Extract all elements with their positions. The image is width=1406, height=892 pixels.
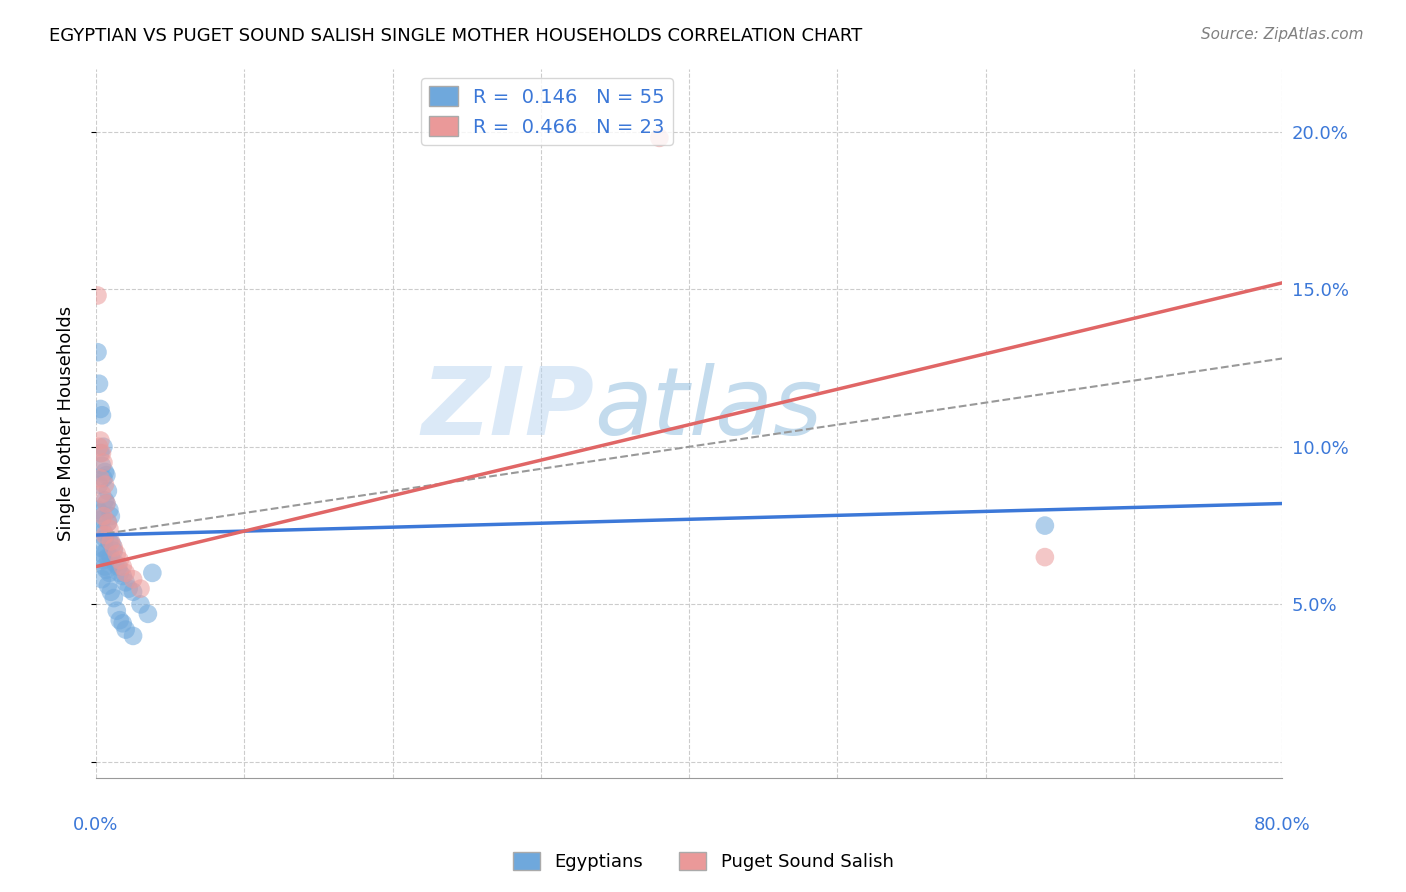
Point [93, 456, 115, 470]
Point [93, 524, 115, 539]
Point [108, 553, 131, 567]
Point [96, 468, 118, 483]
Text: 0.0%: 0.0% [73, 815, 118, 834]
Point [97, 550, 120, 565]
Point [91, 547, 114, 561]
Point [89, 446, 111, 460]
Point [111, 559, 134, 574]
Point [94, 528, 117, 542]
Point [100, 550, 122, 565]
Point [136, 607, 159, 621]
Point [87, 440, 110, 454]
Point [103, 591, 125, 606]
Point [100, 534, 122, 549]
Point [98, 522, 121, 536]
Point [97, 578, 120, 592]
Point [96, 563, 118, 577]
Point [97, 516, 120, 530]
Point [117, 582, 139, 596]
Point [94, 465, 117, 479]
Text: 80.0%: 80.0% [1254, 815, 1310, 834]
Point [93, 471, 115, 485]
Point [94, 531, 117, 545]
Point [114, 623, 136, 637]
Legend: R =  0.146   N = 55, R =  0.466   N = 23: R = 0.146 N = 55, R = 0.466 N = 23 [420, 78, 672, 145]
Text: Source: ZipAtlas.com: Source: ZipAtlas.com [1201, 27, 1364, 42]
Point [98, 534, 121, 549]
Point [122, 584, 145, 599]
Text: ZIP: ZIP [422, 363, 595, 455]
Point [93, 553, 115, 567]
Point [91, 409, 114, 423]
Point [94, 559, 117, 574]
Point [98, 566, 121, 580]
Point [648, 131, 671, 145]
Point [91, 512, 114, 526]
Point [101, 537, 124, 551]
Point [108, 613, 131, 627]
Point [141, 566, 163, 580]
Point [86, 288, 108, 302]
Point [89, 471, 111, 485]
Point [122, 572, 145, 586]
Point [114, 566, 136, 580]
Point [114, 575, 136, 590]
Point [129, 598, 152, 612]
Point [104, 557, 127, 571]
Point [93, 509, 115, 524]
Point [91, 458, 114, 473]
Point [91, 487, 114, 501]
Point [108, 566, 131, 580]
Point [93, 440, 115, 454]
Point [91, 572, 114, 586]
Point [103, 541, 125, 555]
Text: EGYPTIAN VS PUGET SOUND SALISH SINGLE MOTHER HOUSEHOLDS CORRELATION CHART: EGYPTIAN VS PUGET SOUND SALISH SINGLE MO… [49, 27, 862, 45]
Point [91, 446, 114, 460]
Point [97, 516, 120, 530]
Point [87, 522, 110, 536]
Point [105, 547, 128, 561]
Point [86, 345, 108, 359]
Point [89, 541, 111, 555]
Point [111, 569, 134, 583]
Point [105, 604, 128, 618]
Point [89, 506, 111, 520]
Point [1033, 550, 1056, 565]
Point [94, 493, 117, 508]
Point [98, 503, 121, 517]
Point [1033, 518, 1056, 533]
Point [96, 496, 118, 510]
Point [87, 477, 110, 491]
Point [97, 483, 120, 498]
Point [100, 509, 122, 524]
Point [89, 401, 111, 416]
Point [100, 584, 122, 599]
Point [94, 477, 117, 491]
Point [122, 629, 145, 643]
Text: atlas: atlas [595, 363, 823, 454]
Point [107, 559, 129, 574]
Point [87, 376, 110, 391]
Point [111, 616, 134, 631]
Legend: Egyptians, Puget Sound Salish: Egyptians, Puget Sound Salish [505, 845, 901, 879]
Point [129, 582, 152, 596]
Point [86, 503, 108, 517]
Point [96, 543, 118, 558]
Point [103, 543, 125, 558]
Point [96, 496, 118, 510]
Y-axis label: Single Mother Households: Single Mother Households [58, 306, 75, 541]
Point [89, 434, 111, 448]
